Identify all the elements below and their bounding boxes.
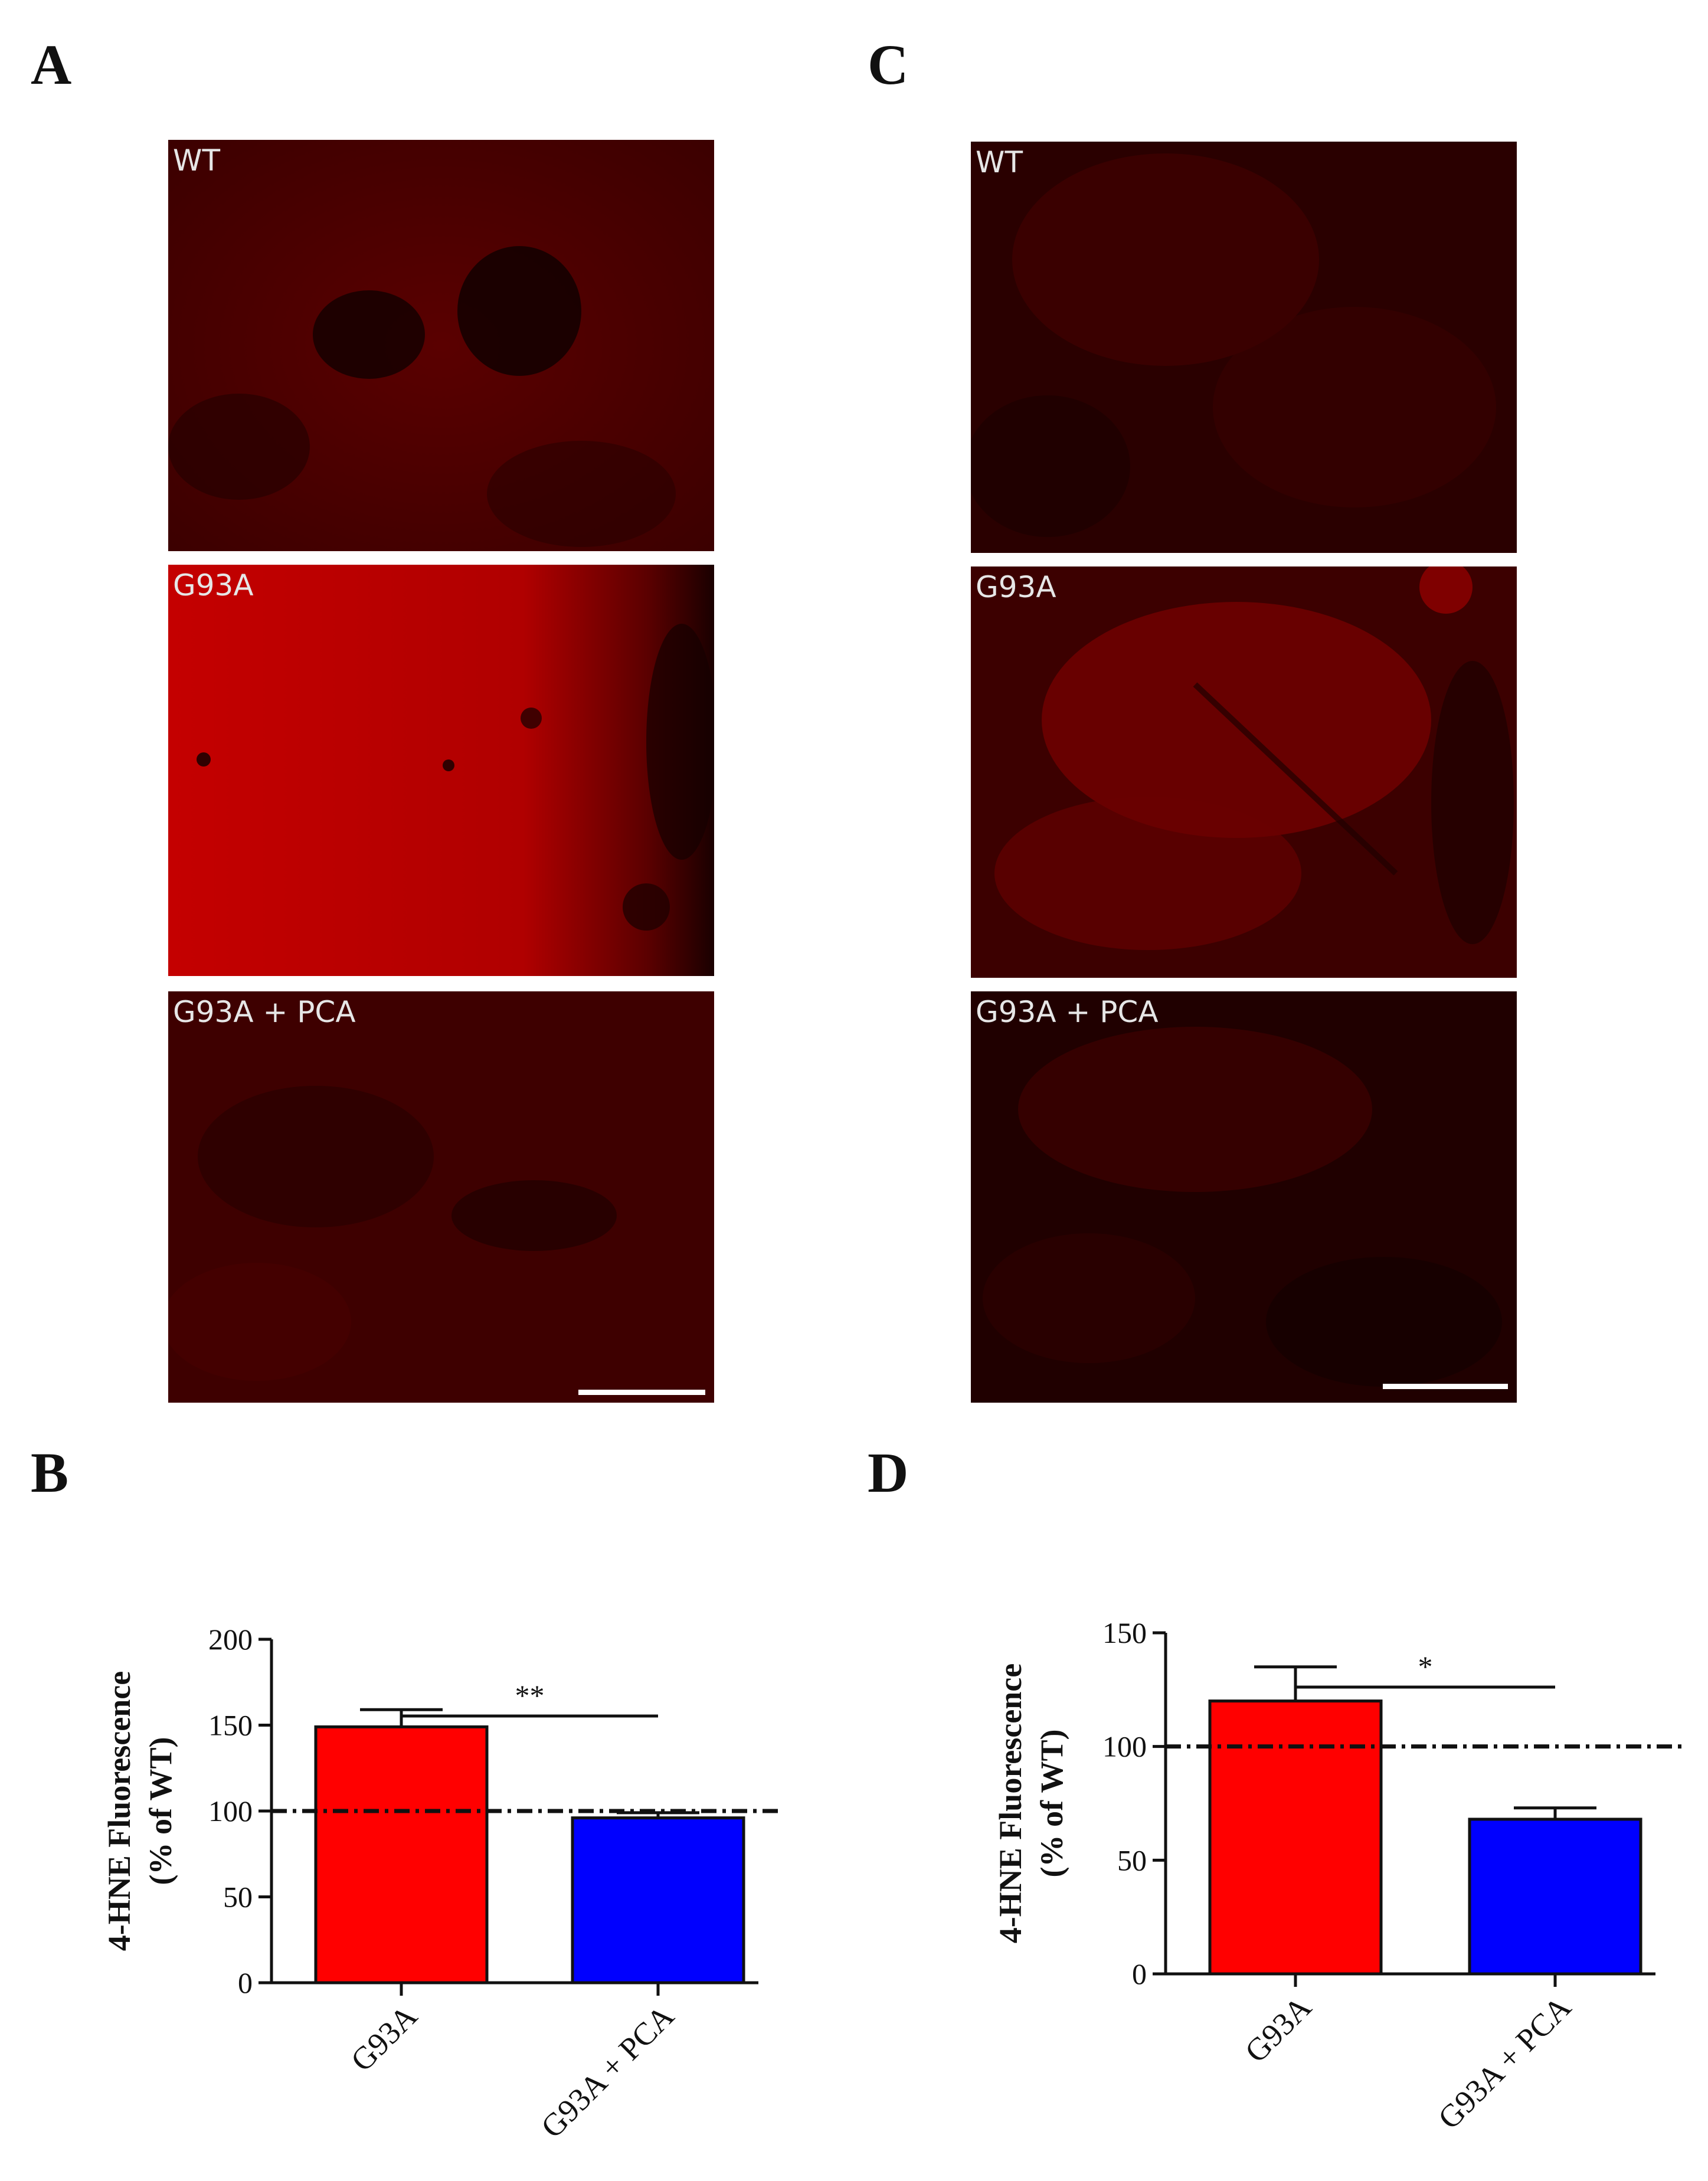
micrograph-c-g93a-image: [971, 566, 1517, 978]
micrograph-a-g93a: G93A: [168, 565, 714, 976]
y-tick-label: 100: [208, 1794, 253, 1828]
panel-letter-b: B: [31, 1441, 69, 1504]
y-tick-label: 100: [1102, 1730, 1147, 1763]
y-axis-label: 4-HNE Fluorescence: [993, 1663, 1028, 1943]
panel-letter-d: D: [868, 1441, 909, 1504]
x-tick-label: G93A + PCA: [534, 1998, 681, 2145]
micrograph-c-g93a-pca-image: [971, 991, 1517, 1403]
y-tick-label: 50: [1117, 1843, 1147, 1877]
bar: [314, 1725, 489, 1984]
y-tick-label: 200: [208, 1623, 253, 1656]
y-tick-label: 50: [223, 1881, 253, 1914]
scale-bar: [1383, 1384, 1508, 1389]
x-tick-label: G93A: [344, 1998, 424, 2078]
micrograph-a-wt: WT: [168, 140, 714, 551]
significance-label: **: [515, 1679, 545, 1712]
micrograph-c-g93a: G93A: [971, 566, 1517, 978]
micrograph-a-wt-image: [168, 140, 714, 551]
micrograph-label: WT: [173, 143, 220, 178]
y-axis-label: (% of WT): [1034, 1730, 1069, 1878]
micrograph-c-g93a-pca: G93A + PCA: [971, 991, 1517, 1403]
scale-bar: [578, 1390, 705, 1395]
micrograph-a-g93a-pca-image: [168, 991, 714, 1403]
chart-d: 0 50 100 150 G93A G93A + PCA * 4-HNE Fluorescen…: [993, 1616, 1682, 2136]
y-tick-label: 150: [1102, 1616, 1147, 1649]
x-tick-label: G93A + PCA: [1431, 1989, 1578, 2136]
chart-b: 0 50 100 150 200 G93A G93A + PCA ** 4-HNE Fluore…: [102, 1623, 782, 2145]
micrograph-label: G93A + PCA: [173, 995, 356, 1029]
micrograph-label: G93A: [976, 570, 1056, 604]
panel-letter-c: C: [868, 33, 909, 96]
micrograph-c-wt: WT: [971, 142, 1517, 553]
bar: [1468, 1818, 1642, 1976]
y-axis-label: 4-HNE Fluorescence: [102, 1671, 137, 1951]
bar: [571, 1816, 745, 1984]
micrograph-label: WT: [976, 145, 1023, 179]
y-axis-label: (% of WT): [143, 1737, 178, 1885]
y-tick-label: 0: [238, 1966, 253, 1999]
y-tick-label: 0: [1132, 1957, 1147, 1990]
micrograph-c-wt-image: [971, 142, 1517, 553]
micrograph-label: G93A: [173, 568, 254, 602]
micrograph-a-g93a-image: [168, 565, 714, 976]
significance-label: *: [1418, 1650, 1433, 1683]
y-tick-label: 150: [208, 1709, 253, 1742]
panel-letter-a: A: [31, 33, 72, 96]
x-tick-label: G93A: [1238, 1989, 1318, 2069]
micrograph-label: G93A + PCA: [976, 995, 1159, 1029]
micrograph-a-g93a-pca: G93A + PCA: [168, 991, 714, 1403]
bar: [1208, 1699, 1383, 1976]
